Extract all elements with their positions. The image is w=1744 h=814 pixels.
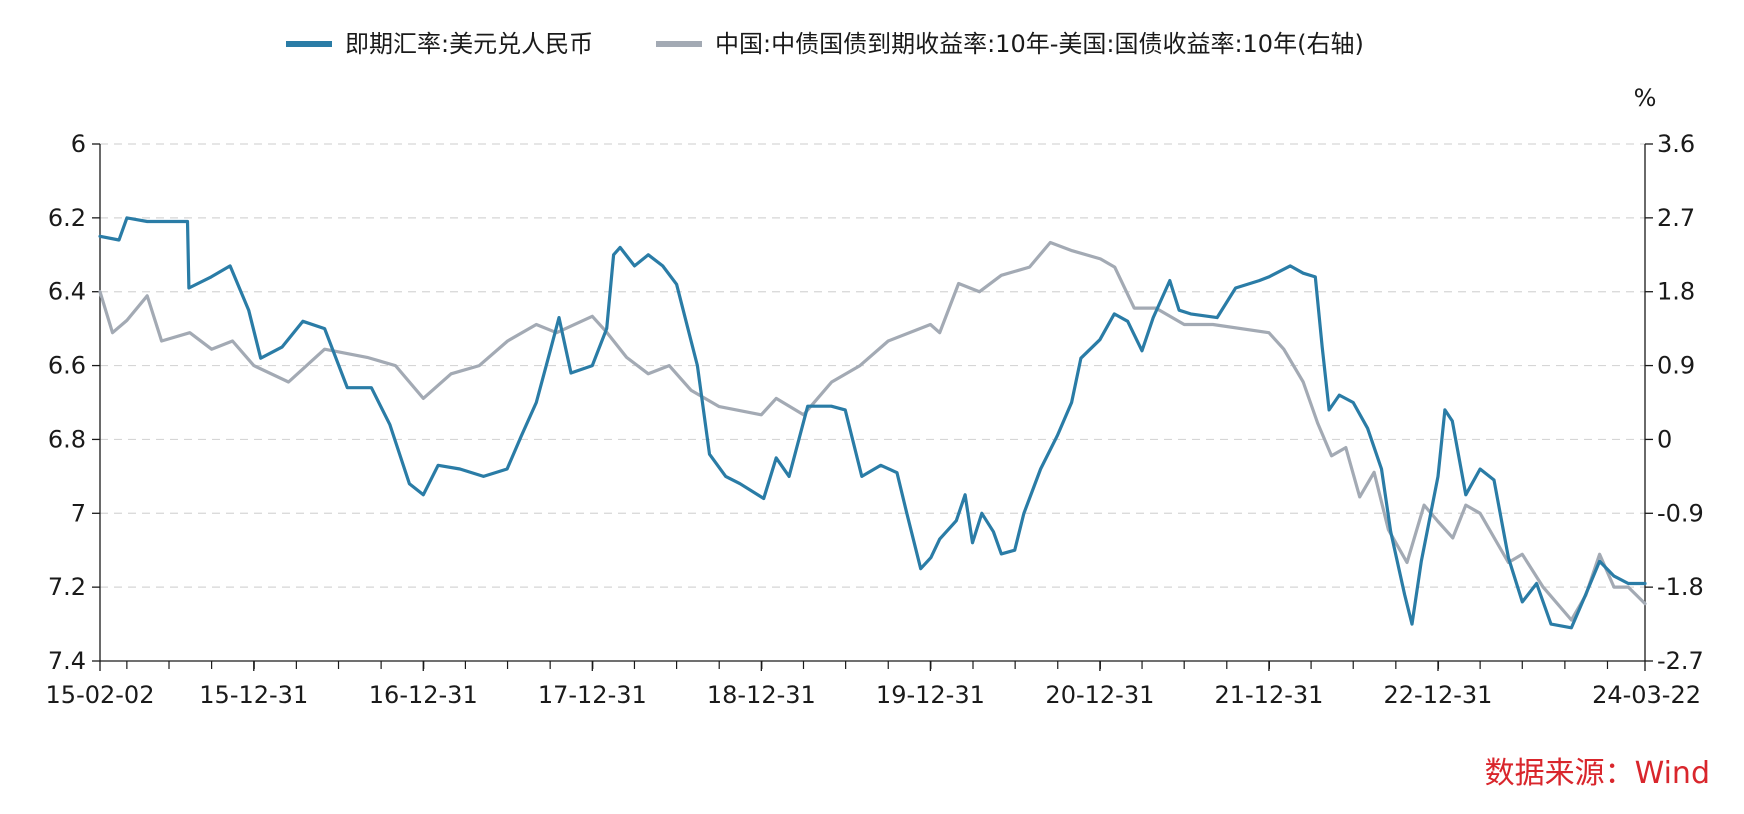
source-note: 数据来源：Wind: [1484, 756, 1710, 791]
x-tick-label: 15-12-31: [199, 681, 308, 709]
left-axis-ticks: 6 6.2 6.4 6.6 6.8 7 7.2 7.4: [48, 130, 100, 675]
gridlines: [100, 143, 1645, 588]
right-axis-unit: %: [1634, 84, 1657, 112]
left-tick-label: 6.2: [48, 204, 86, 232]
series-line-yield-spread: [98, 240, 1647, 622]
left-tick-label: 6.4: [48, 278, 86, 306]
axes: [99, 144, 1646, 662]
right-tick-label: -0.9: [1657, 499, 1704, 527]
x-tick-label: 18-12-31: [707, 681, 816, 709]
x-tick-label: 19-12-31: [876, 681, 985, 709]
x-tick-label: 21-12-31: [1214, 681, 1323, 709]
left-tick-label: 6.6: [48, 352, 86, 380]
right-tick-label: 3.6: [1657, 130, 1695, 158]
right-tick-label: 0: [1657, 425, 1672, 453]
series-layer: [98, 216, 1647, 630]
right-tick-label: 0.9: [1657, 352, 1695, 380]
left-tick-label: 7.4: [48, 647, 86, 675]
x-tick-label: 15-02-02: [46, 681, 155, 709]
x-axis-ticks: 15-02-02 15-12-31 16-12-31 17-12-31 18-12-31…: [46, 661, 1701, 709]
right-tick-label: -2.7: [1657, 647, 1704, 675]
x-tick-label: 16-12-31: [369, 681, 478, 709]
legend-label: 即期汇率:美元兑人民币: [345, 30, 593, 58]
right-tick-label: -1.8: [1657, 573, 1704, 601]
legend-label: 中国:中债国债到期收益率:10年-美国:国债收益率:10年(右轴): [715, 30, 1364, 58]
left-tick-label: 7.2: [48, 573, 86, 601]
right-tick-label: 2.7: [1657, 204, 1695, 232]
x-tick-label: 22-12-31: [1384, 681, 1493, 709]
left-tick-label: 6: [71, 130, 86, 158]
x-tick-label: 24-03-22: [1592, 681, 1701, 709]
left-tick-label: 7: [71, 499, 86, 527]
right-axis-ticks: 3.6 2.7 1.8 0.9 0 -0.9 -1.8 -2.7: [1645, 130, 1704, 675]
x-tick-label: 17-12-31: [538, 681, 647, 709]
left-tick-label: 6.8: [48, 425, 86, 453]
series-line-usdcny: [98, 216, 1647, 630]
right-tick-label: 1.8: [1657, 278, 1695, 306]
x-tick-label: 20-12-31: [1045, 681, 1154, 709]
legend: 即期汇率:美元兑人民币 中国:中债国债到期收益率:10年-美国:国债收益率:10年…: [286, 30, 1364, 58]
